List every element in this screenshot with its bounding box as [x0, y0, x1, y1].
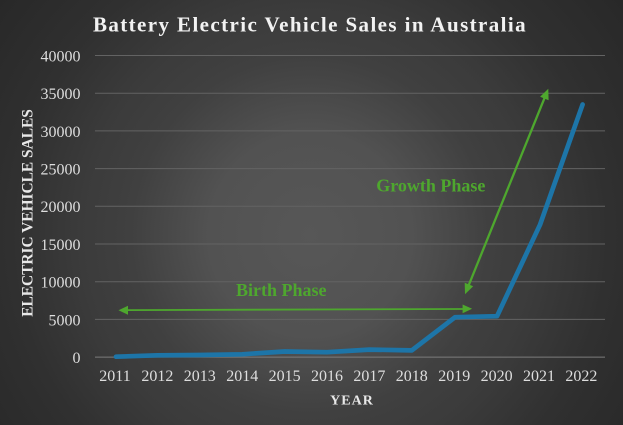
- svg-text:2014: 2014: [226, 368, 258, 385]
- svg-text:ELECTRIC VEHICLE SALES: ELECTRIC VEHICLE SALES: [20, 109, 37, 317]
- svg-text:2019: 2019: [438, 368, 470, 385]
- svg-text:25000: 25000: [41, 162, 81, 179]
- svg-text:2018: 2018: [396, 368, 428, 385]
- svg-text:2021: 2021: [523, 368, 555, 385]
- svg-text:10000: 10000: [41, 275, 81, 292]
- svg-text:2022: 2022: [565, 368, 597, 385]
- svg-text:YEAR: YEAR: [330, 394, 374, 409]
- svg-text:0: 0: [73, 350, 81, 367]
- svg-text:15000: 15000: [41, 237, 81, 254]
- svg-text:35000: 35000: [41, 86, 81, 103]
- svg-text:2017: 2017: [353, 368, 385, 385]
- svg-text:2020: 2020: [481, 368, 513, 385]
- svg-text:5000: 5000: [49, 312, 81, 329]
- svg-text:Battery Electric Vehicle Sales: Battery Electric Vehicle Sales in Austra…: [93, 13, 527, 37]
- svg-text:2011: 2011: [99, 368, 130, 385]
- svg-text:2013: 2013: [184, 368, 216, 385]
- svg-text:Birth Phase: Birth Phase: [236, 280, 327, 300]
- svg-text:2015: 2015: [269, 368, 301, 385]
- svg-text:20000: 20000: [41, 199, 81, 216]
- svg-text:2012: 2012: [141, 368, 173, 385]
- svg-text:Growth Phase: Growth Phase: [376, 176, 485, 196]
- svg-text:30000: 30000: [41, 124, 81, 141]
- svg-text:2016: 2016: [311, 368, 343, 385]
- svg-text:40000: 40000: [41, 48, 81, 65]
